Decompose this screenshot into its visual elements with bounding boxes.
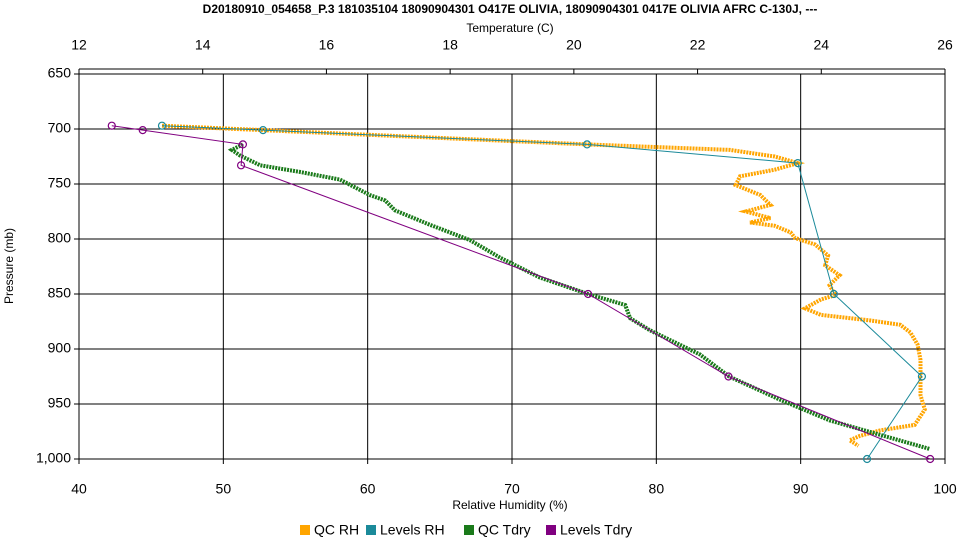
x2-tick-label: 18 (442, 37, 458, 53)
level-marker (926, 454, 935, 464)
y-tick-label: 900 (48, 340, 72, 356)
level-marker (724, 372, 733, 381)
y-tick-label: 800 (48, 230, 72, 246)
x-tick-label: 90 (793, 481, 809, 497)
y-tick-label: 750 (48, 175, 72, 191)
legend-label: QC Tdry (478, 522, 531, 538)
x2-axis-label: Temperature (C) (466, 21, 553, 35)
series-line (161, 123, 927, 448)
x-tick-label: 40 (71, 481, 87, 497)
series-line (111, 125, 931, 460)
x2-tick-label: 14 (195, 37, 211, 53)
legend-label: QC RH (314, 522, 359, 538)
level-marker (917, 372, 927, 381)
x-tick-label: 60 (360, 481, 376, 497)
level-marker (138, 126, 147, 135)
y-tick-label: 950 (48, 395, 72, 411)
y-tick-label: 1,000 (36, 450, 71, 466)
level-marker (258, 126, 268, 135)
level-marker (582, 140, 592, 149)
legend-swatch (546, 525, 556, 535)
legend-swatch (464, 525, 474, 535)
x-axis-label: Relative Humidity (%) (452, 498, 567, 512)
y-axis-label: Pressure (mb) (2, 228, 16, 304)
x2-tick-label: 26 (937, 37, 953, 53)
x2-tick-label: 20 (566, 37, 582, 53)
chart-title: D20180910_054658_P.3 181035104 180909043… (203, 2, 818, 16)
y-tick-label: 650 (48, 65, 72, 81)
y-tick-label: 700 (48, 120, 72, 136)
legend-swatch (300, 525, 310, 535)
y-tick-label: 850 (48, 285, 72, 301)
level-marker (236, 161, 246, 170)
x-tick-label: 80 (649, 481, 665, 497)
x2-tick-label: 22 (690, 37, 706, 53)
level-marker (829, 289, 838, 299)
series-line (161, 125, 923, 460)
x2-tick-label: 16 (319, 37, 335, 53)
legend-swatch (366, 525, 376, 535)
level-marker (107, 121, 116, 130)
x-tick-label: 70 (504, 481, 520, 497)
level-marker (793, 159, 802, 168)
level-marker (157, 121, 167, 130)
level-marker (862, 454, 872, 464)
x-tick-label: 100 (933, 481, 957, 497)
x-tick-label: 50 (216, 481, 232, 497)
level-marker (238, 140, 248, 149)
x2-tick-label: 12 (71, 37, 87, 53)
legend-label: Levels RH (380, 522, 445, 538)
legend-label: Levels Tdry (560, 522, 632, 538)
level-marker (583, 289, 593, 299)
x2-tick-label: 24 (813, 37, 829, 53)
